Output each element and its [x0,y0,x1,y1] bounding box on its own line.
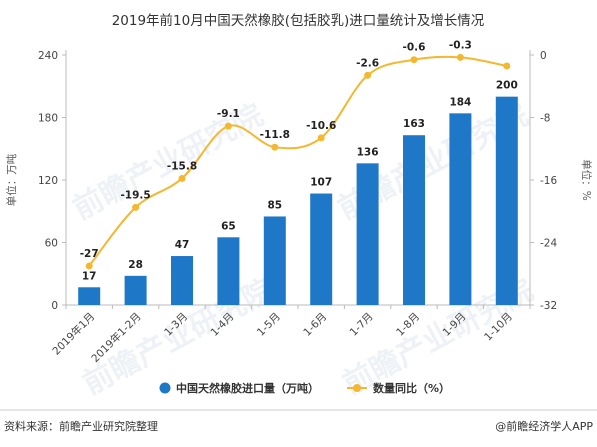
line-value-label: -11.8 [260,129,290,141]
line-point [317,134,325,142]
x-tick-label: 1-5月 [255,311,283,339]
bar-value-label: 184 [449,96,471,108]
bar [356,163,379,305]
x-tick-label: 1-6月 [301,311,329,339]
bar [217,237,240,305]
bar [310,193,333,305]
line-series [85,53,511,270]
y-axis-left-label: 单位：万吨 [5,153,18,206]
line-value-label: -10.6 [306,120,336,132]
bar [495,96,518,306]
line-point [85,262,93,270]
bar [403,135,425,305]
y-right-tick-label: -16 [540,175,557,187]
line-path [88,55,507,267]
y-left-tick-label: 240 [38,50,58,62]
y-right-tick-label: -24 [540,238,557,250]
bar-value-label: 163 [403,118,425,130]
line-point [503,62,511,70]
line-point [178,174,186,182]
legend-line-dot [353,384,361,392]
footer-brand: @前瞻经济学人APP [495,419,593,433]
line-value-label: -27 [80,248,99,260]
bar-value-label: 136 [357,146,379,158]
bar [171,256,193,305]
bar [78,287,101,305]
line-value-label: -0.6 [403,42,426,54]
line-point [364,71,372,79]
bar-value-label: 47 [175,239,190,251]
y-left-tick-label: 0 [51,300,58,312]
y-left-tick-label: 60 [45,238,58,250]
bar-value-label: 107 [310,177,332,189]
legend-line-label: 数量同比（%） [373,381,450,395]
chart-title: 2019年前10月中国天然橡胶(包括胶乳)进口量统计及增长情况 [112,12,485,29]
y-left-tick-label: 180 [38,113,58,125]
legend-bar-marker [159,382,171,394]
line-point [410,56,418,64]
bar-value-label: 65 [221,220,236,232]
line-value-label: -15.8 [167,160,197,172]
line-value-label: -19.5 [120,189,150,201]
x-tick-label: 2019年1月 [50,310,98,358]
line-value-label: -9.1 [217,108,240,120]
bar [449,113,472,305]
y-left-tick-label: 120 [38,175,58,187]
line-point [271,143,279,151]
bar-value-label: 28 [128,259,143,271]
line-point [224,122,232,130]
data-labels: 17 28 47 65 85 107 136 163 184 200 -27 -19.5 -15.8 -9… [80,39,518,282]
y-right-tick-label: -8 [540,113,550,125]
bar-series [78,96,518,306]
bar [124,275,147,305]
bar [263,216,286,305]
bar-value-label: 17 [82,270,97,282]
bar-value-label: 85 [267,199,282,211]
footer-source: 资料来源：前瞻产业研究院整理 [4,419,158,433]
line-point [132,203,140,211]
line-value-label: -2.6 [356,57,379,69]
line-point [456,53,464,61]
y-right-tick-label: -32 [540,300,557,312]
x-tick-label: 1-7月 [348,311,376,339]
legend-bar-label: 中国天然橡胶进口量（万吨） [176,381,319,395]
y-right-tick-label: 0 [540,50,547,62]
y-axis-right-label: 单位：% [580,159,593,200]
bar-value-label: 200 [496,80,518,92]
line-value-label: -0.3 [449,39,472,51]
legend: 中国天然橡胶进口量（万吨） 数量同比（%） [159,381,450,395]
